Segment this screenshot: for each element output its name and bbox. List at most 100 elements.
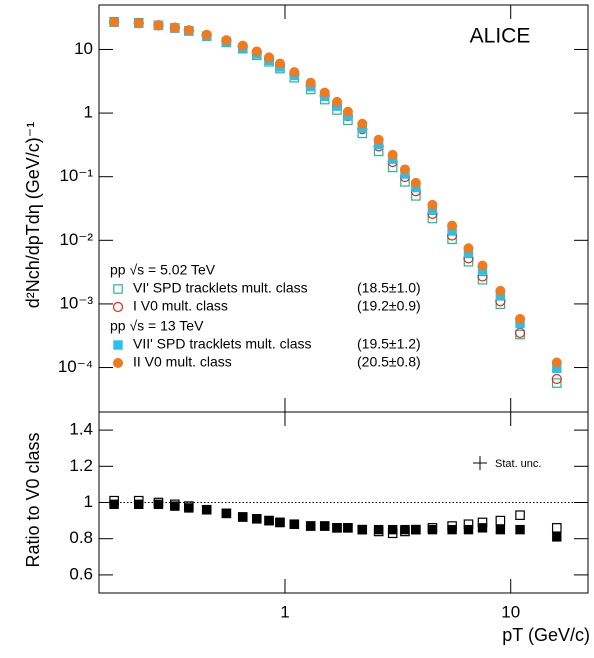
data-point xyxy=(447,220,458,231)
data-point xyxy=(515,510,525,520)
data-point xyxy=(399,164,410,175)
data-point xyxy=(332,523,342,533)
data-point xyxy=(305,521,316,531)
data-point xyxy=(183,25,194,36)
data-point xyxy=(153,499,164,510)
data-point xyxy=(411,524,421,535)
legend-value: (18.5±1.0) xyxy=(357,280,421,296)
stat-unc-label: Stat. unc. xyxy=(495,458,541,470)
y-axis-label: Ratio to V0 class xyxy=(23,432,43,567)
data-point xyxy=(264,515,274,526)
legend-marker xyxy=(112,301,124,313)
legend-label: I V0 mult. class xyxy=(133,298,228,314)
data-point xyxy=(427,524,438,535)
data-point xyxy=(552,532,562,542)
x-tick-label: 1 xyxy=(280,602,289,621)
x-axis-label: pT (GeV/c) xyxy=(502,625,590,645)
data-point xyxy=(410,177,421,188)
data-point xyxy=(169,22,180,33)
data-point xyxy=(551,373,562,385)
data-point xyxy=(237,40,248,51)
data-point xyxy=(463,243,474,254)
data-point xyxy=(133,18,144,29)
data-point xyxy=(477,260,488,271)
legend-header: pp √s = 13 TeV xyxy=(110,318,204,334)
data-point xyxy=(319,87,330,98)
data-point xyxy=(170,501,180,511)
experiment-label: ALICE xyxy=(470,25,531,48)
data-point xyxy=(495,285,506,296)
data-point xyxy=(109,17,120,28)
data-point xyxy=(305,77,316,88)
data-point xyxy=(289,519,300,529)
data-point xyxy=(134,499,144,510)
y-tick-label: 1.4 xyxy=(69,420,93,439)
data-point xyxy=(373,524,384,535)
data-point xyxy=(184,503,194,513)
data-point xyxy=(289,67,300,78)
data-point xyxy=(357,118,368,129)
data-point xyxy=(251,46,262,57)
data-point xyxy=(551,523,562,533)
data-point xyxy=(221,508,232,519)
data-point xyxy=(238,512,248,522)
data-point xyxy=(551,378,562,388)
y-tick-label: 1.2 xyxy=(69,456,93,475)
y-axis-label: d²Nch/dpTdη (GeV/c)⁻¹ xyxy=(23,122,43,309)
data-point xyxy=(463,524,474,535)
data-point xyxy=(201,505,212,515)
data-point xyxy=(447,234,457,245)
data-point xyxy=(495,515,506,526)
data-point xyxy=(320,521,330,531)
y-tick-label: 1 xyxy=(84,103,93,122)
data-point xyxy=(515,313,526,324)
data-point xyxy=(252,514,262,524)
data-point xyxy=(109,499,119,510)
data-point xyxy=(387,524,398,535)
legend-value: (20.5±0.8) xyxy=(357,354,421,370)
data-point xyxy=(447,524,457,535)
legend-marker xyxy=(113,358,123,368)
data-point xyxy=(463,256,474,267)
data-point xyxy=(373,134,384,145)
y-tick-label: 10⁻² xyxy=(59,230,93,249)
data-point xyxy=(357,524,367,535)
data-point xyxy=(264,52,275,63)
data-point xyxy=(221,35,232,46)
legend-value: (19.2±0.9) xyxy=(357,298,421,314)
data-point xyxy=(201,29,212,40)
y-tick-label: 10⁻¹ xyxy=(59,166,93,185)
y-tick-label: 10 xyxy=(74,39,93,58)
legend-label: II V0 mult. class xyxy=(133,354,232,370)
data-point xyxy=(427,199,438,210)
x-tick-label: 10 xyxy=(501,602,520,621)
y-tick-label: 1 xyxy=(84,492,93,511)
y-tick-label: 10⁻⁴ xyxy=(58,357,93,376)
data-point xyxy=(387,149,398,160)
legend-value: (19.5±1.2) xyxy=(357,336,421,352)
data-point xyxy=(331,96,342,107)
legend-marker xyxy=(113,340,123,350)
data-point xyxy=(343,523,353,533)
data-point xyxy=(275,517,285,528)
data-point xyxy=(495,524,506,535)
legend-marker xyxy=(113,284,123,294)
y-tick-label: 10⁻³ xyxy=(59,293,93,312)
data-point xyxy=(342,106,353,117)
legend-label: VI' SPD tracklets mult. class xyxy=(133,280,308,296)
data-point xyxy=(153,20,164,31)
data-point xyxy=(427,213,438,224)
y-tick-label: 0.6 xyxy=(69,564,93,583)
data-point xyxy=(387,162,398,173)
data-point xyxy=(477,523,488,533)
data-point xyxy=(477,274,488,285)
data-point xyxy=(274,58,285,69)
y-tick-label: 0.8 xyxy=(69,528,93,547)
legend-label: VII' SPD tracklets mult. class xyxy=(133,336,312,352)
data-point xyxy=(514,327,526,339)
data-point xyxy=(400,524,410,535)
data-point xyxy=(515,524,525,535)
data-point xyxy=(551,357,562,368)
legend-header: pp √s = 5.02 TeV xyxy=(110,262,216,278)
